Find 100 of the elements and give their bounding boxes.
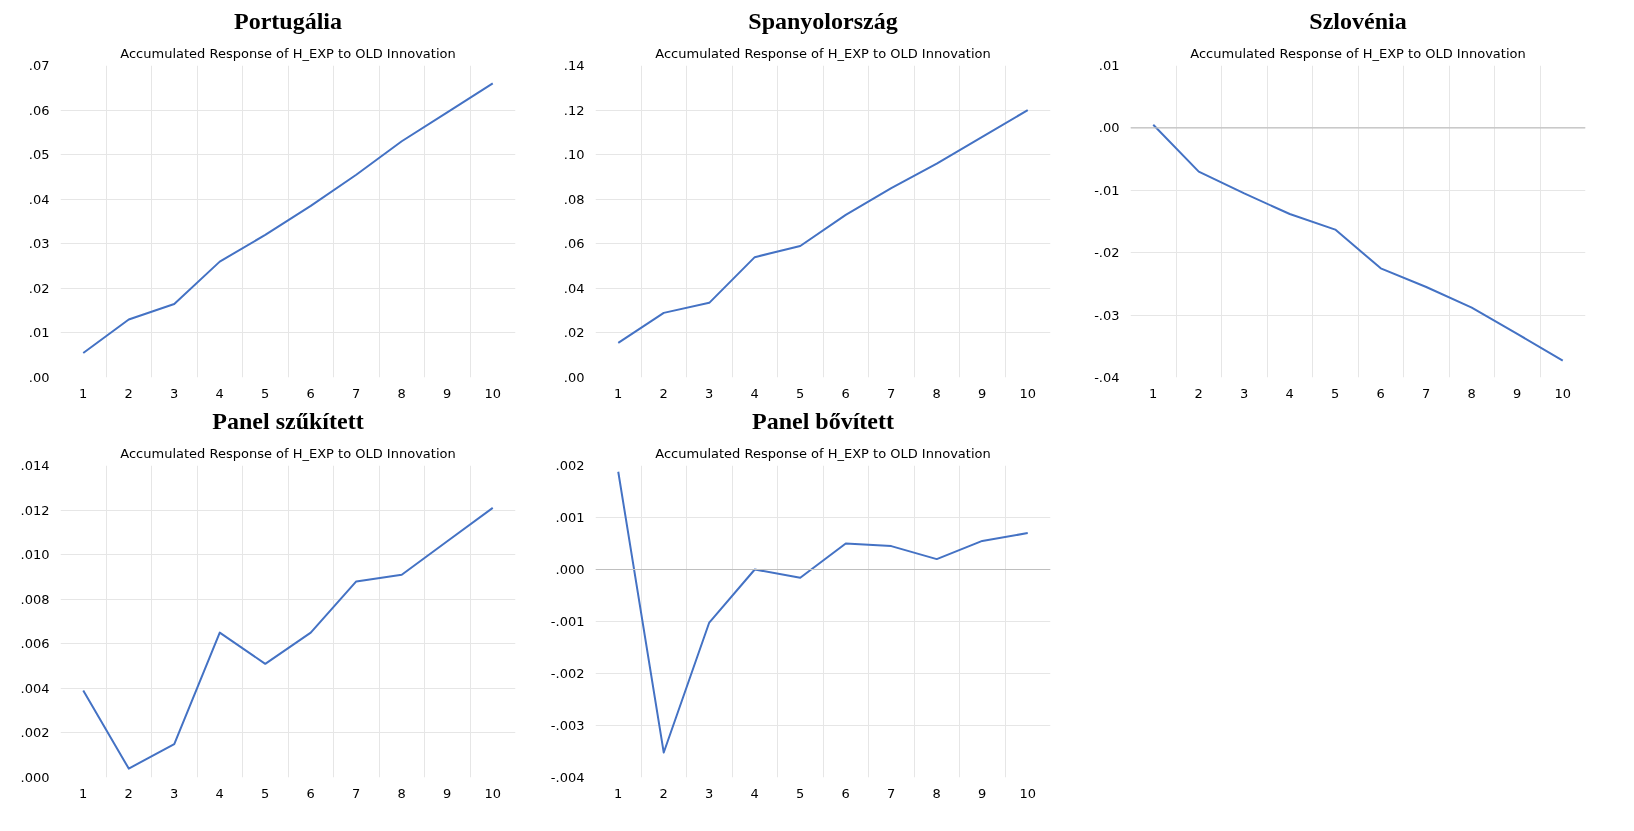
x-tick-label: 1 — [614, 785, 623, 801]
x-tick-label: 1 — [614, 385, 623, 401]
y-tick-label: .00 — [563, 370, 585, 385]
x-tick-label: 8 — [932, 785, 941, 801]
y-tick-label: .04 — [28, 191, 50, 207]
y-tick-label: -.03 — [1094, 307, 1120, 323]
x-tick-label: 5 — [796, 785, 805, 801]
y-tick-label: .001 — [555, 510, 585, 525]
x-tick-label: 9 — [978, 385, 987, 401]
y-tick-label: .002 — [555, 458, 585, 473]
x-tick-label: 4 — [215, 785, 224, 801]
y-tick-label: -.004 — [550, 770, 585, 785]
x-tick-label: 2 — [659, 385, 668, 401]
x-tick-label: 9 — [1513, 385, 1522, 401]
y-tick-label: .07 — [28, 58, 50, 73]
line-series — [617, 109, 1029, 344]
chart-subtitle: Accumulated Response of H_EXP to OLD Innovation — [120, 445, 456, 461]
y-tick-label: .02 — [563, 325, 585, 341]
y-tick-label: .01 — [1098, 58, 1120, 73]
x-tick-label: 6 — [306, 785, 315, 801]
x-tick-label: 8 — [397, 785, 406, 801]
x-tick-label: 3 — [705, 785, 714, 801]
y-tick-label: .006 — [20, 636, 50, 652]
chart-subtitle: Accumulated Response of H_EXP to OLD Innovation — [655, 45, 991, 61]
y-tick-label: .08 — [563, 191, 585, 207]
x-tick-label: 2 — [659, 785, 668, 801]
y-tick-label: .000 — [555, 562, 585, 577]
x-tick-label: 10 — [1019, 385, 1037, 401]
y-tick-label: .014 — [20, 458, 50, 473]
x-tick-label: 7 — [352, 785, 361, 801]
y-tick-label: .010 — [20, 547, 50, 563]
y-tick-label: -.04 — [1094, 370, 1120, 385]
y-tick-label: .04 — [563, 280, 585, 296]
x-tick-label: 5 — [1331, 385, 1340, 401]
x-tick-label: 6 — [306, 385, 315, 401]
x-tick-label: 3 — [705, 385, 714, 401]
y-tick-label: -.02 — [1094, 245, 1120, 261]
x-tick-label: 7 — [887, 785, 896, 801]
x-tick-label: 6 — [841, 785, 850, 801]
y-tick-label: .03 — [28, 236, 50, 252]
line-series — [82, 506, 494, 770]
x-tick-label: 10 — [484, 785, 502, 801]
y-tick-label: .004 — [20, 680, 50, 696]
y-tick-label: -.01 — [1094, 182, 1120, 198]
x-tick-label: 3 — [170, 785, 179, 801]
y-tick-label: .10 — [563, 147, 585, 163]
line-series — [82, 82, 494, 354]
x-tick-label: 4 — [750, 385, 759, 401]
x-tick-label: 6 — [841, 385, 850, 401]
x-tick-label: 5 — [261, 785, 270, 801]
y-tick-label: .01 — [28, 325, 50, 341]
x-tick-label: 8 — [932, 385, 941, 401]
chart-subtitle: Accumulated Response of H_EXP to OLD Innovation — [655, 445, 991, 461]
x-tick-label: 3 — [170, 385, 179, 401]
y-tick-label: -.003 — [550, 718, 585, 733]
y-tick-label: .00 — [1098, 120, 1120, 136]
x-tick-label: 1 — [79, 785, 88, 801]
x-tick-label: 4 — [750, 785, 759, 801]
x-tick-label: 1 — [1149, 385, 1158, 401]
y-tick-label: .00 — [28, 370, 50, 385]
y-tick-label: .05 — [28, 147, 50, 163]
chart-title: Portugália — [234, 7, 343, 34]
x-tick-label: 3 — [1240, 385, 1249, 401]
y-tick-label: .02 — [28, 280, 50, 296]
x-tick-label: 9 — [443, 385, 452, 401]
y-tick-label: .06 — [28, 102, 50, 118]
x-tick-label: 8 — [1467, 385, 1476, 401]
x-tick-label: 4 — [1285, 385, 1294, 401]
line-series — [617, 470, 1029, 754]
chart-subtitle: Accumulated Response of H_EXP to OLD Innovation — [120, 45, 456, 61]
x-tick-label: 6 — [1376, 385, 1385, 401]
x-tick-label: 9 — [443, 785, 452, 801]
y-tick-label: .06 — [563, 236, 585, 252]
y-tick-label: .12 — [563, 102, 585, 118]
x-tick-label: 8 — [397, 385, 406, 401]
x-tick-label: 2 — [1194, 385, 1203, 401]
chart-title: Panel bővített — [752, 407, 894, 434]
chart-title: Panel szűkített — [212, 407, 364, 434]
x-tick-label: 7 — [887, 385, 896, 401]
chart-subtitle: Accumulated Response of H_EXP to OLD Innovation — [1190, 45, 1526, 61]
x-tick-label: 5 — [796, 385, 805, 401]
x-tick-label: 9 — [978, 785, 987, 801]
x-tick-label: 5 — [261, 385, 270, 401]
y-tick-label: .012 — [20, 502, 50, 518]
x-tick-label: 10 — [1019, 785, 1037, 801]
y-tick-label: .002 — [20, 725, 50, 741]
y-tick-label: .14 — [563, 58, 585, 73]
x-tick-label: 7 — [1422, 385, 1431, 401]
chart-title: Szlovénia — [1309, 7, 1407, 34]
chart-title: Spanyolország — [748, 7, 898, 34]
x-tick-label: 2 — [124, 385, 133, 401]
x-tick-label: 7 — [352, 385, 361, 401]
line-series — [1152, 123, 1564, 362]
y-tick-label: .000 — [20, 770, 50, 785]
y-tick-label: .008 — [20, 591, 50, 607]
x-tick-label: 10 — [1554, 385, 1572, 401]
x-tick-label: 4 — [215, 385, 224, 401]
y-tick-label: -.001 — [550, 614, 585, 629]
x-tick-label: 2 — [124, 785, 133, 801]
x-tick-label: 10 — [484, 385, 502, 401]
